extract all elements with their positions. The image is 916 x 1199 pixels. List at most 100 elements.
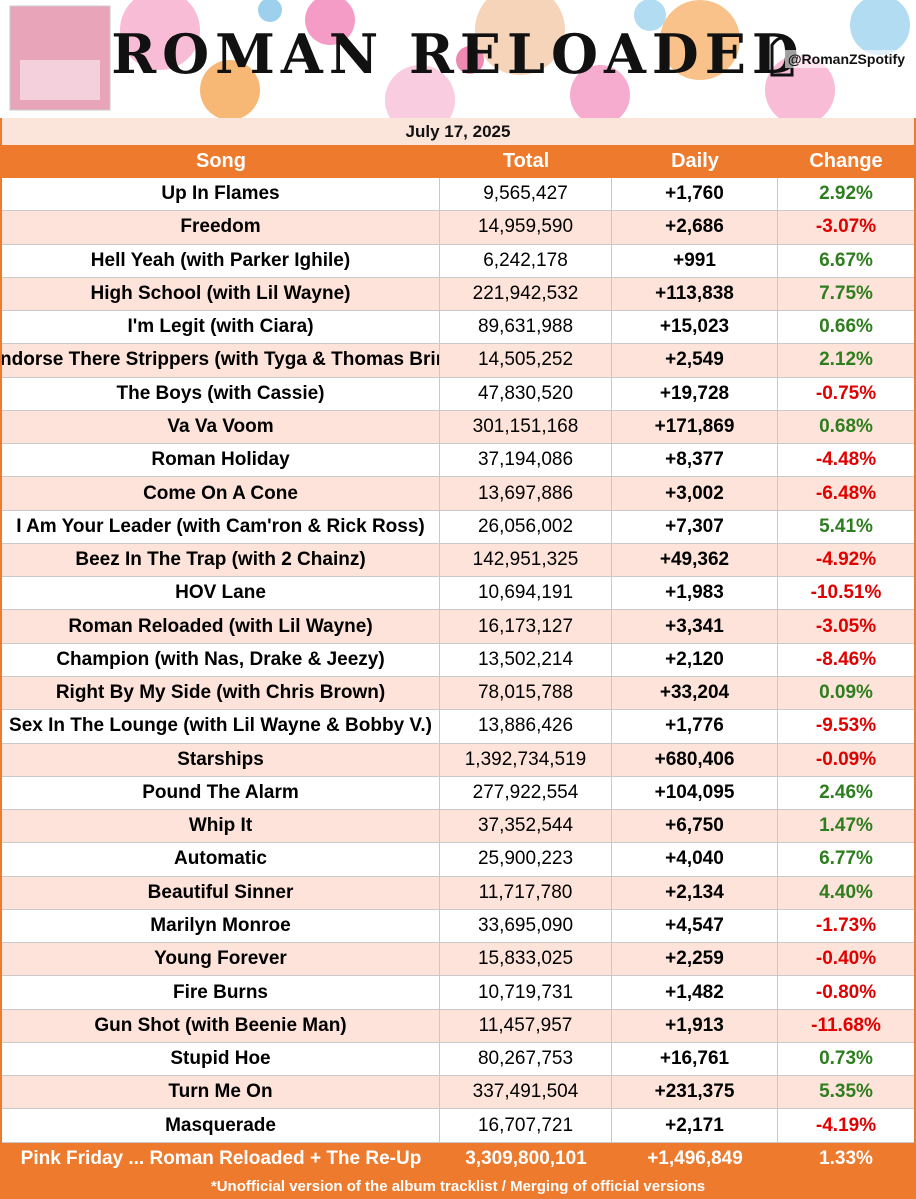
cell: 337,491,504 xyxy=(440,1076,612,1109)
cell: High School (with Lil Wayne) xyxy=(2,277,440,311)
table-row: Young Forever 15,833,025 +2,259 -0.40% xyxy=(2,943,914,977)
cell: -11.68% xyxy=(811,1014,881,1036)
table-row: Pound The Alarm 277,922,554 +104,095 2.46% xyxy=(2,776,914,811)
table-row: Stupid Hoe 80,267,753 +16,761 0.73% xyxy=(2,1042,914,1077)
handle: @RomanZSpotify xyxy=(784,50,908,68)
table-row: Gun Shot (with Beenie Man) 11,457,957 +1,9… xyxy=(2,1009,914,1043)
cell: +1,496,849 xyxy=(647,1148,743,1170)
cell: 0.09% xyxy=(819,682,873,704)
table-row: Whip It 37,352,544 +6,750 1.47% xyxy=(2,810,914,844)
cell: +991 xyxy=(612,244,778,277)
splatter-art xyxy=(0,0,916,118)
cell: +8,377 xyxy=(612,444,778,477)
cell: Pound The Alarm xyxy=(2,776,440,810)
cell: +15,023 xyxy=(612,311,778,344)
cell: Total xyxy=(502,150,550,172)
cell: 26,056,002 xyxy=(440,510,612,543)
cell: 1.33% xyxy=(819,1148,873,1170)
cell: Sex In The Lounge (with Lil Wayne & Bobb… xyxy=(2,710,440,743)
cell: +1,983 xyxy=(612,577,778,610)
cell: +2,120 xyxy=(612,643,778,676)
cell: 1.47% xyxy=(819,815,873,837)
cell: Up In Flames xyxy=(2,178,440,211)
table-row: Automatic 25,900,223 +4,040 6.77% xyxy=(2,843,914,877)
cell: 80,267,753 xyxy=(440,1042,612,1076)
cell: 4.40% xyxy=(819,881,873,903)
cell: HOV Lane xyxy=(2,577,440,610)
cell: +3,341 xyxy=(612,610,778,643)
cell: -10.51% xyxy=(810,582,882,604)
cell: 33,695,090 xyxy=(440,909,612,943)
table-row: Turn Me On 337,491,504 +231,375 5.35% xyxy=(2,1076,914,1110)
cell: -9.53% xyxy=(815,715,877,737)
cell: 0.68% xyxy=(819,415,873,437)
cell: 13,697,886 xyxy=(440,477,612,510)
cell: +1,776 xyxy=(612,710,778,743)
cell: Gun Shot (with Beenie Man) xyxy=(2,1009,440,1042)
table-row: Right By My Side (with Chris Brown) 78,01… xyxy=(2,676,914,711)
cell: +680,406 xyxy=(612,743,778,776)
table-row: HOV Lane 10,694,191 +1,983 -10.51% xyxy=(2,577,914,611)
cell: +231,375 xyxy=(612,1076,778,1109)
cell: -6.48% xyxy=(815,482,877,504)
cell: Song xyxy=(196,150,246,172)
cell: -1.73% xyxy=(815,914,877,936)
cell: Freedom xyxy=(2,211,440,244)
cell: 142,951,325 xyxy=(440,543,612,577)
cell: Fire Burns xyxy=(2,976,440,1009)
cell: 2.92% xyxy=(819,183,873,205)
cell: +1,482 xyxy=(612,976,778,1009)
cell: 6.77% xyxy=(819,848,873,870)
cell: 15,833,025 xyxy=(440,943,612,976)
cell: -0.40% xyxy=(815,948,877,970)
cell: Roman Reloaded (with Lil Wayne) xyxy=(2,610,440,643)
title: ROMAN RELOADED xyxy=(111,22,805,86)
table-row: Masquerade 16,707,721 +2,171 -4.19% xyxy=(2,1109,914,1143)
cell: +171,869 xyxy=(612,410,778,444)
cell: 37,194,086 xyxy=(440,444,612,477)
table-row: Va Va Voom 301,151,168 +171,869 0.68% xyxy=(2,410,914,445)
table-row: Fire Burns 10,719,731 +1,482 -0.80% xyxy=(2,976,914,1010)
table-row: Hell Yeah (with Parker Ighile) 6,242,178 +… xyxy=(2,244,914,278)
cell: -0.75% xyxy=(815,382,877,404)
cell: I Am Your Leader (with Cam'ron & Rick Ro… xyxy=(2,510,440,543)
cell: Starships xyxy=(2,743,440,776)
cell: 10,694,191 xyxy=(440,577,612,610)
cell: 2.12% xyxy=(819,349,873,371)
cell: I'm Legit (with Ciara) xyxy=(2,311,440,344)
table-row: Up In Flames 9,565,427 +1,760 2.92% xyxy=(2,178,914,212)
cell: Hell Yeah (with Parker Ighile) xyxy=(2,244,440,277)
cell: Turn Me On xyxy=(2,1076,440,1109)
cell: Whip It xyxy=(2,810,440,843)
table-row: Roman Reloaded (with Lil Wayne) 16,173,12… xyxy=(2,610,914,644)
cell: -4.92% xyxy=(815,549,877,571)
table-row: I Endorse There Strippers (with Tyga & T… xyxy=(2,344,914,378)
cell: -0.09% xyxy=(815,748,877,770)
cell: 221,942,532 xyxy=(440,277,612,311)
cell: 0.73% xyxy=(819,1048,873,1070)
cell: Roman Holiday xyxy=(2,444,440,477)
table: Song Total Daily Change Up In Flames 9,565,42… xyxy=(2,145,914,1176)
cell: -3.05% xyxy=(815,615,877,637)
table-row: Sex In The Lounge (with Lil Wayne & Bobb… xyxy=(2,710,914,744)
cell: Young Forever xyxy=(2,943,440,976)
cell: +33,204 xyxy=(612,676,778,710)
cell: +4,547 xyxy=(612,909,778,943)
cell: 1,392,734,519 xyxy=(440,743,612,776)
cell: 37,352,544 xyxy=(440,810,612,843)
cell: +104,095 xyxy=(612,776,778,810)
cell: Automatic xyxy=(2,843,440,876)
cell: 11,717,780 xyxy=(440,876,612,909)
cell: 5.41% xyxy=(819,515,873,537)
cell: Right By My Side (with Chris Brown) xyxy=(2,676,440,710)
cell: 78,015,788 xyxy=(440,676,612,710)
cell: 9,565,427 xyxy=(440,178,612,211)
cell: +1,913 xyxy=(612,1009,778,1042)
cell: +4,040 xyxy=(612,843,778,876)
cell: +3,002 xyxy=(612,477,778,510)
cell: Va Va Voom xyxy=(2,410,440,444)
cell: Daily xyxy=(671,150,719,172)
cell: 5.35% xyxy=(819,1081,873,1103)
cell: 277,922,554 xyxy=(440,776,612,810)
